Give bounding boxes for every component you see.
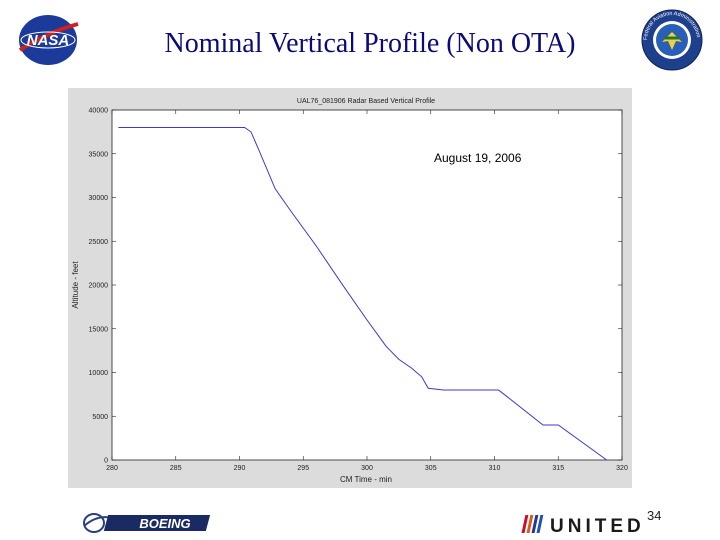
altitude-series-line [118,127,607,461]
chart-title: UAL76_081906 Radar Based Vertical Profil… [297,98,435,105]
united-logo-text: UNITED [550,516,645,536]
page-number: 34 [647,508,662,523]
x-tick-label: 280 [106,465,118,472]
united-logo: UNITED [521,515,645,536]
y-tick-label: 35000 [89,151,109,158]
slide-title: Nominal Vertical Profile (Non OTA) [164,28,576,59]
y-tick-label: 40000 [89,108,109,115]
plot-area [111,109,623,461]
x-tick-label: 320 [616,465,628,472]
vertical-profile-chart: 0 5000 10000 15000 20000 25000 30000 35000 40000… [71,98,628,484]
x-axis-label: CM Time - min [340,475,392,484]
nasa-logo-text: NASA [27,32,70,49]
date-annotation: August 19, 2006 [434,151,522,165]
y-tick-label: 30000 [89,195,109,202]
x-tick-label: 300 [361,465,373,472]
y-tick-label: 20000 [89,283,109,290]
y-tick-label: 5000 [92,414,108,421]
y-axis-label: Altitude - feet [71,261,80,309]
y-tick-label: 25000 [89,239,109,246]
nasa-logo: NASA [18,15,79,65]
y-tick-label: 15000 [89,326,109,333]
y-tick-label: 10000 [89,370,109,377]
x-tick-label: 315 [552,465,564,472]
y-tick-label: 0 [104,458,108,465]
chart-frame: 0 5000 10000 15000 20000 25000 30000 35000 40000… [68,88,632,488]
x-tick-label: 310 [489,465,501,472]
x-tick-label: 305 [425,465,437,472]
faa-seal-logo: Federal Aviation Administration [641,9,703,71]
x-tick-label: 285 [170,465,182,472]
x-tick-label: 295 [297,465,309,472]
boeing-logo-text: BOEING [139,516,190,531]
x-tick-label: 290 [234,465,246,472]
boeing-logo: BOEING [83,513,211,533]
